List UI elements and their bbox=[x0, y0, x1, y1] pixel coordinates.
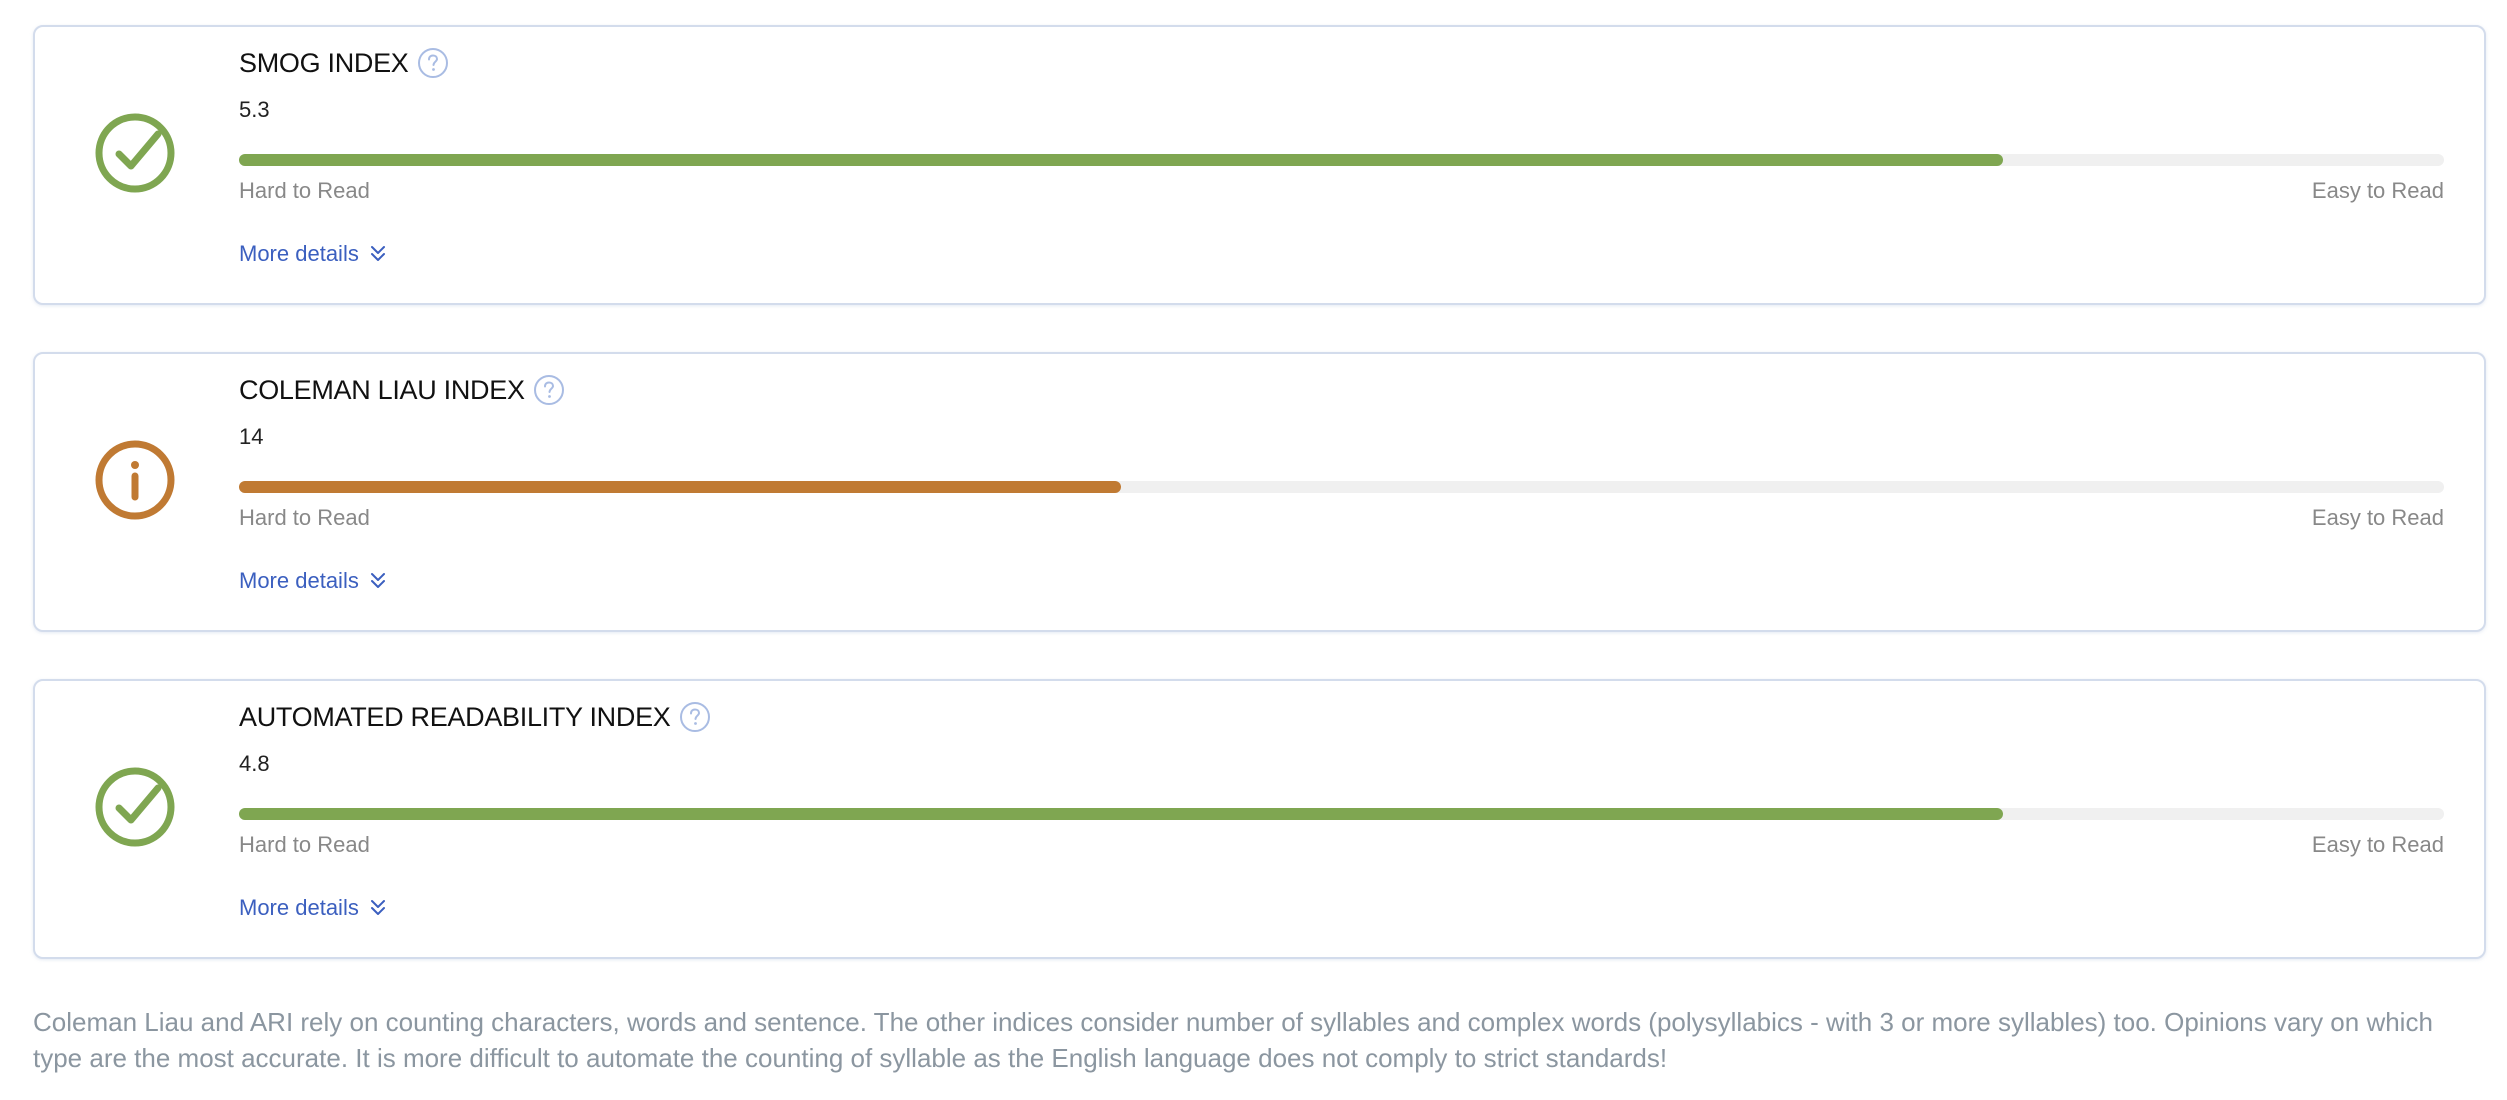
more-details-label: More details bbox=[239, 568, 359, 593]
scale-label-easy: Easy to Read bbox=[2311, 505, 2444, 530]
footnote-text: Coleman Liau and ARI rely on counting ch… bbox=[33, 1007, 2433, 1073]
scale-label-hard: Hard to Read bbox=[239, 178, 370, 203]
check-circle-icon bbox=[95, 767, 175, 847]
readability-bar bbox=[239, 808, 2444, 820]
scale-label-hard: Hard to Read bbox=[239, 505, 370, 530]
more-details-label: More details bbox=[239, 895, 359, 920]
title-row: SMOG INDEX bbox=[239, 47, 449, 79]
more-details-link[interactable]: More details bbox=[239, 895, 387, 921]
card-body: AUTOMATED READABILITY INDEX 4.8 Hard to … bbox=[239, 681, 2444, 957]
readability-bar-fill bbox=[239, 808, 2003, 820]
more-details-link[interactable]: More details bbox=[239, 241, 387, 267]
readability-bar bbox=[239, 154, 2444, 166]
readability-bar-fill bbox=[239, 481, 1121, 493]
scale-label-easy: Easy to Read bbox=[2311, 832, 2444, 857]
check-circle-icon bbox=[95, 113, 175, 193]
double-chevron-down-icon bbox=[370, 573, 385, 588]
card-coleman-liau-index: COLEMAN LIAU INDEX 14 Hard to Read Easy … bbox=[33, 352, 2486, 632]
scale-label-hard: Hard to Read bbox=[239, 832, 370, 857]
help-icon[interactable] bbox=[417, 47, 449, 79]
help-icon[interactable] bbox=[533, 374, 565, 406]
double-chevron-down-icon bbox=[370, 900, 385, 915]
more-details-label: More details bbox=[239, 241, 359, 266]
title-row: COLEMAN LIAU INDEX bbox=[239, 374, 565, 406]
readability-bar bbox=[239, 481, 2444, 493]
card-body: COLEMAN LIAU INDEX 14 Hard to Read Easy … bbox=[239, 354, 2444, 630]
help-icon[interactable] bbox=[679, 701, 711, 733]
card-smog-index: SMOG INDEX 5.3 Hard to Read Easy to Read… bbox=[33, 25, 2486, 305]
scale-label-easy: Easy to Read bbox=[2311, 178, 2444, 203]
card-title: COLEMAN LIAU INDEX bbox=[239, 374, 525, 405]
score-value: 4.8 bbox=[239, 751, 270, 776]
info-circle-icon bbox=[95, 440, 175, 520]
card-body: SMOG INDEX 5.3 Hard to Read Easy to Read… bbox=[239, 27, 2444, 303]
score-value: 14 bbox=[239, 424, 264, 449]
readability-bar-fill bbox=[239, 154, 2003, 166]
score-value: 5.3 bbox=[239, 97, 270, 122]
card-title: SMOG INDEX bbox=[239, 47, 409, 78]
title-row: AUTOMATED READABILITY INDEX bbox=[239, 701, 711, 733]
card-automated-readability-index: AUTOMATED READABILITY INDEX 4.8 Hard to … bbox=[33, 679, 2486, 959]
double-chevron-down-icon bbox=[370, 246, 385, 261]
card-title: AUTOMATED READABILITY INDEX bbox=[239, 701, 671, 732]
more-details-link[interactable]: More details bbox=[239, 568, 387, 594]
